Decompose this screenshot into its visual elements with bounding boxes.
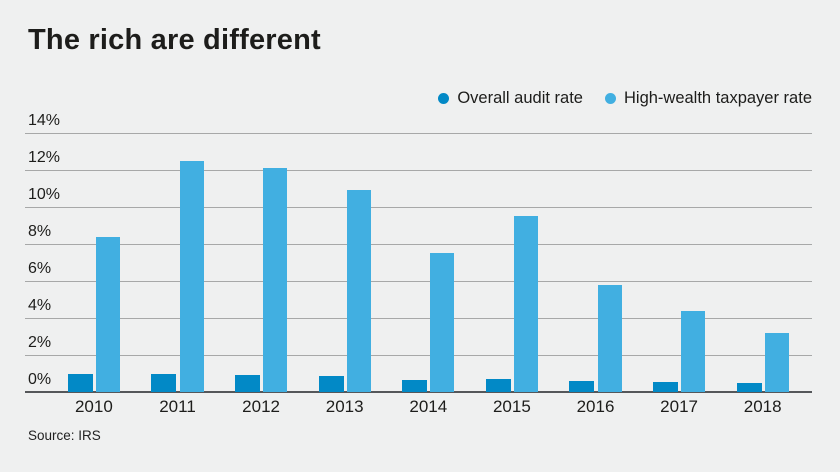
x-tick-label-2011: 2011 [159, 397, 196, 416]
bar-high-wealth-2011 [179, 160, 204, 392]
bar-high-wealth-2010 [96, 236, 120, 392]
bar-high-wealth-2016 [597, 284, 622, 392]
legend-label-overall: Overall audit rate [457, 88, 583, 107]
bar-high-wealth-2014 [430, 253, 455, 392]
legend: Overall audit rate High-wealth taxpayer … [438, 88, 812, 108]
bar-overall-2010 [67, 374, 93, 392]
bar-overall-2018 [736, 382, 762, 392]
gridline [25, 355, 812, 356]
bar-overall-2011 [151, 374, 177, 392]
y-tick-label: 10% [28, 186, 61, 203]
bar-high-wealth-2012 [263, 168, 288, 392]
source-note: Source: IRS [28, 428, 101, 443]
gridline [25, 318, 812, 319]
legend-item-high-wealth: High-wealth taxpayer rate [604, 88, 812, 108]
bar-overall-2015 [485, 379, 511, 392]
legend-dot-high-wealth-icon [604, 92, 616, 104]
x-tick-label-2013: 2013 [325, 397, 364, 416]
legend-item-overall: Overall audit rate [438, 89, 583, 108]
x-axis-line [25, 391, 812, 393]
bar-high-wealth-2017 [681, 310, 706, 392]
bar-overall-2017 [652, 381, 678, 392]
gridline [25, 281, 812, 282]
bar-overall-2014 [402, 379, 428, 392]
x-tick-label-2012: 2012 [242, 397, 280, 416]
legend-label-high-wealth: High-wealth taxpayer rate [623, 88, 812, 107]
x-tick-label-2010: 2010 [74, 397, 113, 416]
x-tick-label-2014: 2014 [409, 397, 448, 416]
x-tick-label-2016: 2016 [576, 397, 615, 416]
plot-area: 0% 2% 4% 6% 8% 10% 12% 14% 2010 2011 2012 2013 2014 2… [25, 112, 812, 416]
y-tick-label: 12% [28, 149, 61, 166]
bar-high-wealth-2018 [764, 332, 789, 392]
bar-high-wealth-2015 [514, 216, 538, 392]
y-tick-label: 6% [28, 260, 52, 277]
y-tick-label: 4% [28, 297, 52, 314]
gridline [25, 244, 812, 245]
y-tick-label: 8% [28, 223, 52, 240]
bar-overall-2013 [318, 376, 344, 392]
y-tick-label: 2% [28, 334, 52, 351]
y-tick-label: 0% [28, 371, 52, 388]
bar-overall-2016 [569, 380, 595, 392]
bar-overall-2012 [234, 375, 260, 392]
x-tick-label-2017: 2017 [660, 397, 698, 416]
x-tick-label-2018: 2018 [743, 397, 782, 416]
bar-high-wealth-2013 [346, 190, 371, 392]
gridline [25, 207, 812, 208]
gridline [25, 133, 812, 134]
y-tick-label: 14% [28, 112, 61, 129]
gridline [25, 170, 812, 171]
legend-dot-overall-icon [438, 92, 450, 104]
x-tick-label-2015: 2015 [492, 397, 531, 416]
chart-title: The rich are different [28, 24, 321, 56]
